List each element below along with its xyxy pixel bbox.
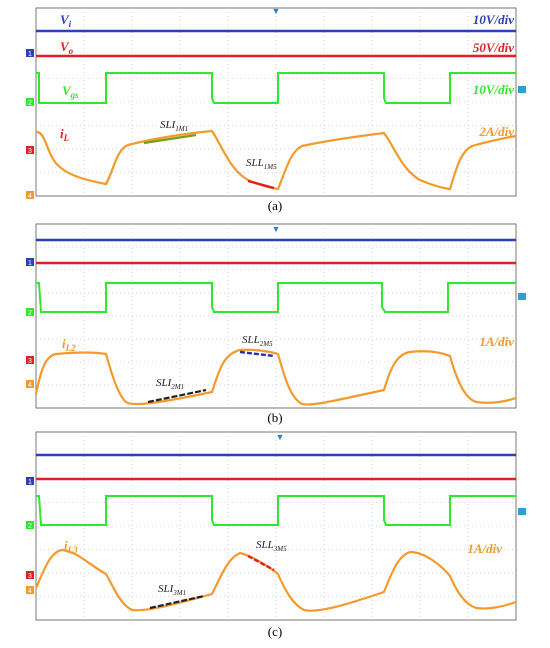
panel-b: ▼ 1 3 2 4 iL2 1A/div SLL2M5 SLI2M1 xyxy=(26,223,526,409)
slope-sli-3m1 xyxy=(149,594,205,610)
trace-il3-c xyxy=(34,548,517,612)
svg-text:2: 2 xyxy=(28,523,32,530)
svg-text:1: 1 xyxy=(28,479,32,486)
channel-marker-vgs-c: 2 xyxy=(26,521,34,530)
label-vo-a: Vo xyxy=(60,39,74,56)
slope-sli-1m1 xyxy=(143,133,197,145)
trigger-marker-a: ▼ xyxy=(272,6,281,16)
caption-b: (b) xyxy=(267,410,283,425)
trace-vgs-b xyxy=(36,282,516,313)
svg-text:4: 4 xyxy=(28,382,32,389)
channel-marker-il2-b: 4 xyxy=(26,380,34,389)
label-il2-b: iL2 xyxy=(62,336,76,353)
channel-marker-vi-b: 1 xyxy=(26,258,34,267)
trigger-marker-c: ▼ xyxy=(276,432,285,442)
trace-il2-b xyxy=(34,348,517,406)
annot-sll-1m5: SLL1M5 xyxy=(246,157,277,171)
channel-marker-vi-c: 1 xyxy=(26,477,34,486)
label-il3-c: iL3 xyxy=(64,538,78,555)
caption-a: (a) xyxy=(267,198,283,213)
channel-marker-vo-c: 3 xyxy=(26,571,34,580)
svg-text:3: 3 xyxy=(28,148,32,155)
annot-sli-2m1: SLI2M1 xyxy=(156,377,184,391)
annot-sli-3m1: SLI3M1 xyxy=(158,583,186,597)
scale-vi-a: 10V/div xyxy=(473,12,514,27)
svg-text:4: 4 xyxy=(28,193,32,200)
slope-sll-2m5 xyxy=(239,350,275,358)
trace-il-a xyxy=(35,129,517,191)
svg-text:3: 3 xyxy=(28,573,32,580)
svg-text:2: 2 xyxy=(28,100,32,107)
trace-vgs-c xyxy=(36,495,516,526)
channel-marker-il-a: 4 xyxy=(26,191,34,200)
panel-a: ▼ 1 3 2 4 Vi Vo Vgs iL 10V/div 50V/div 1… xyxy=(26,6,526,200)
scale-vo-a: 50V/div xyxy=(473,40,514,55)
trigger-level-marker-a xyxy=(518,86,526,93)
svg-text:2: 2 xyxy=(28,310,32,317)
channel-marker-vgs-a: 2 xyxy=(26,98,34,107)
annot-sli-1m1: SLI1M1 xyxy=(160,119,188,133)
panel-c: ▼ 1 3 2 4 iL3 1A/div SLL3M5 SLI3M1 xyxy=(26,431,526,621)
slope-sli-2m1 xyxy=(147,388,207,404)
svg-text:4: 4 xyxy=(28,588,32,595)
trigger-level-marker-c xyxy=(518,508,526,515)
slope-sll-3m5 xyxy=(247,554,275,572)
scale-il3-c: 1A/div xyxy=(467,541,502,556)
scale-il-a: 2A/div xyxy=(478,124,514,139)
channel-marker-vo-b: 3 xyxy=(26,356,34,365)
scale-vgs-a: 10V/div xyxy=(473,82,514,97)
channel-marker-vgs-b: 2 xyxy=(26,308,34,317)
label-vgs-a: Vgs xyxy=(62,83,79,100)
annot-sll-3m5: SLL3M5 xyxy=(256,539,287,553)
slope-sll-1m5 xyxy=(247,179,275,190)
annot-sll-2m5: SLL2M5 xyxy=(242,334,273,348)
panel-b-grid xyxy=(36,224,516,408)
caption-c: (c) xyxy=(267,624,283,639)
scale-il2-b: 1A/div xyxy=(479,334,514,349)
channel-marker-vi-a: 1 xyxy=(26,49,34,58)
svg-text:1: 1 xyxy=(28,260,32,267)
label-vi-a: Vi xyxy=(60,12,72,29)
label-il-a: iL xyxy=(60,126,70,143)
trigger-level-marker-b xyxy=(518,293,526,300)
svg-text:1: 1 xyxy=(28,51,32,58)
trace-vgs-a xyxy=(36,72,516,104)
channel-marker-il3-c: 4 xyxy=(26,586,34,595)
channel-marker-vo-a: 3 xyxy=(26,146,34,155)
svg-text:3: 3 xyxy=(28,358,32,365)
trigger-marker-b: ▼ xyxy=(272,224,281,234)
